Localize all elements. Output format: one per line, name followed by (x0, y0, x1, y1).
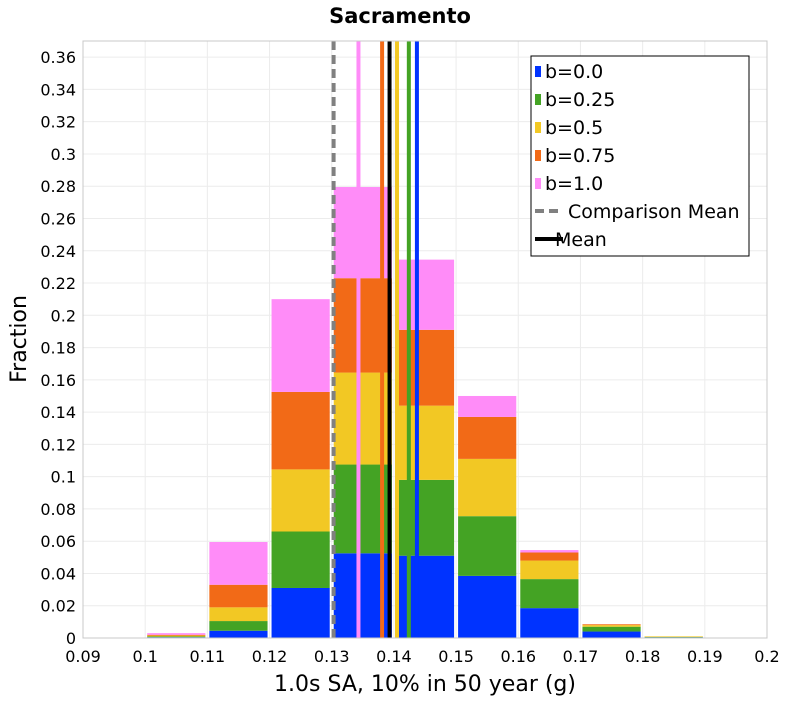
bar-segment-b-0-5-bin-1 (209, 607, 268, 622)
bar-segment-b-0-25-bin-4 (395, 479, 455, 556)
y-tick-label: 0.24 (40, 242, 76, 261)
bar-segment-b-0-0-bin-7 (582, 631, 641, 638)
y-tick-label: 0.3 (51, 145, 76, 164)
bar-segment-b-1-0-bin-6 (520, 550, 579, 553)
legend-label-mean: Mean (555, 229, 607, 251)
y-tick-label: 0.36 (40, 48, 76, 67)
y-tick-label: 0.18 (40, 339, 76, 358)
bar-segment-b-0-75-bin-4 (395, 329, 455, 406)
y-tick-label: 0.12 (40, 435, 76, 454)
bar-segment-b-1-0-bin-1 (209, 541, 268, 585)
y-tick-label: 0.02 (40, 597, 76, 616)
legend-label-comparison-mean: Comparison Mean (568, 201, 740, 223)
bar-segment-b-0-25-bin-1 (209, 621, 268, 631)
x-tick-label: 0.13 (314, 647, 350, 666)
y-tick-label: 0 (66, 629, 76, 648)
y-tick-label: 0.04 (40, 564, 76, 583)
bar-segment-b-0-0-bin-4 (395, 555, 455, 638)
bar-segment-b-0-75-bin-0 (147, 634, 206, 636)
bar-segment-b-0-25-bin-7 (582, 626, 641, 632)
y-tick-label: 0.08 (40, 500, 76, 519)
chart-title: Sacramento (329, 4, 471, 28)
legend-swatch-b-0-75 (535, 150, 541, 161)
legend-label-b-0-75: b=0.75 (545, 145, 615, 167)
legend-label-b-0-0: b=0.0 (545, 61, 603, 83)
bar-segment-b-0-75-bin-7 (582, 624, 641, 626)
bar-segment-b-0-0-bin-2 (271, 587, 330, 638)
legend-label-b-0-5: b=0.5 (545, 117, 603, 139)
bar-segment-b-0-5-bin-7 (582, 625, 641, 627)
x-tick-label: 0.16 (500, 647, 536, 666)
y-tick-label: 0.28 (40, 177, 76, 196)
legend-swatch-b-0-0 (535, 66, 541, 77)
bar-segment-b-0-25-bin-6 (520, 579, 579, 609)
x-tick-label: 0.15 (438, 647, 474, 666)
x-tick-label: 0.11 (190, 647, 226, 666)
bar-segment-b-0-25-bin-8 (644, 636, 703, 638)
bar-segment-b-0-25-bin-2 (271, 531, 330, 588)
y-tick-label: 0.22 (40, 274, 76, 293)
y-tick-label: 0.26 (40, 209, 76, 228)
bar-segment-b-0-5-bin-5 (458, 458, 517, 517)
legend-label-b-1-0: b=1.0 (545, 173, 603, 195)
y-axis-label: Fraction (7, 295, 32, 383)
bar-segment-b-0-0-bin-1 (209, 630, 268, 638)
x-tick-label: 0.19 (687, 647, 723, 666)
x-tick-label: 0.2 (754, 647, 779, 666)
legend-swatch-b-1-0 (535, 178, 541, 189)
bar-segment-b-0-5-bin-6 (520, 560, 579, 580)
x-tick-label: 0.14 (376, 647, 412, 666)
x-tick-label: 0.18 (625, 647, 661, 666)
y-axis-ticks: 0 0.02 0.04 0.06 0.08 0.1 0.12 0.14 0.16 0.18 0.2 0… (40, 48, 76, 648)
bar-segment-b-0-75-bin-5 (458, 416, 517, 459)
bar-segment-b-0-75-bin-1 (209, 584, 268, 608)
y-tick-label: 0.1 (51, 468, 76, 487)
bar-segment-b-0-5-bin-0 (147, 635, 206, 637)
bar-segment-b-1-0-bin-5 (458, 395, 517, 417)
x-tick-label: 0.1 (132, 647, 157, 666)
bar-segment-b-0-0-bin-6 (520, 608, 579, 638)
x-tick-label: 0.17 (563, 647, 599, 666)
x-tick-label: 0.09 (65, 647, 101, 666)
legend-swatch-b-0-25 (535, 94, 541, 105)
y-tick-label: 0.34 (40, 80, 76, 99)
legend-box (530, 55, 750, 257)
legend-swatch-b-0-5 (535, 122, 541, 133)
bar-segment-b-1-0-bin-0 (147, 633, 206, 635)
bar-segment-b-1-0-bin-2 (271, 299, 330, 392)
legend: b=0.0 b=0.25 b=0.5 b=0.75 b=1.0 Comparison Me… (530, 55, 750, 257)
x-axis-ticks: 0.09 0.1 0.11 0.12 0.13 0.14 0.15 0.16 0.17 0.18 0… (65, 647, 780, 666)
plot-border (82, 40, 768, 639)
bar-segment-b-0-75-bin-2 (271, 391, 330, 470)
mean-lines (331, 41, 419, 638)
legend-label-b-0-25: b=0.25 (545, 89, 615, 111)
x-axis-label: 1.0s SA, 10% in 50 year (g) (274, 672, 576, 697)
bar-segment-b-0-5-bin-8 (644, 636, 703, 637)
y-tick-label: 0.32 (40, 113, 76, 132)
bar-segment-b-0-75-bin-6 (520, 552, 579, 561)
y-tick-label: 0.16 (40, 371, 76, 390)
bar-segment-b-0-5-bin-2 (271, 469, 330, 532)
bar-segment-b-0-25-bin-5 (458, 516, 517, 576)
y-tick-label: 0.2 (51, 306, 76, 325)
y-tick-label: 0.06 (40, 532, 76, 551)
y-tick-label: 0.14 (40, 403, 76, 422)
x-tick-label: 0.12 (252, 647, 288, 666)
bar-segment-b-0-5-bin-4 (395, 405, 455, 480)
bar-segment-b-0-25-bin-0 (147, 636, 206, 638)
bar-segment-b-0-0-bin-5 (458, 575, 517, 638)
bar-segment-b-1-0-bin-4 (395, 259, 455, 330)
